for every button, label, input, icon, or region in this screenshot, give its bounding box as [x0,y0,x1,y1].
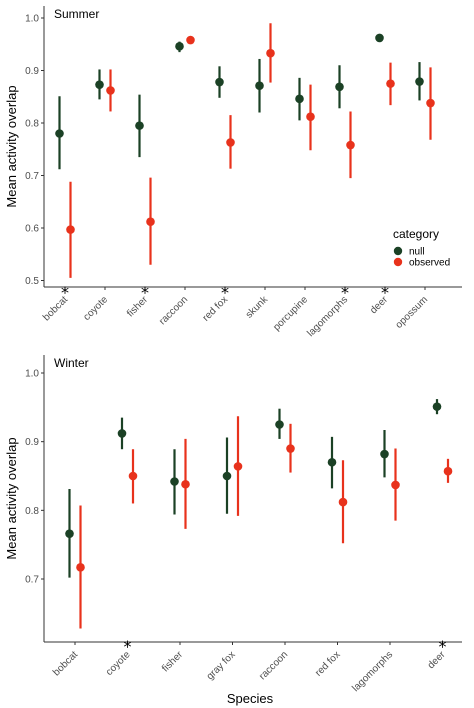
x-tick-label: raccoon [257,649,290,682]
x-tick-label: porcupine [271,294,310,333]
null-point [295,94,304,104]
observed-point [106,86,115,95]
observed-point [233,462,243,471]
null-point [380,449,389,459]
null-point [65,529,74,538]
x-tick-label: opossum [394,294,430,330]
y-axis-title: Mean activity overlap [4,85,19,207]
x-tick-label: bobcat [51,649,80,678]
legend-null-label: null [409,247,425,258]
y-axis-title: Mean activity overlap [4,437,19,559]
significance-star: * [381,283,389,302]
winter-panel: Winter Mean activity overlap 0.7 0.8 0.9 1.0 b… [4,355,462,694]
y-tick-label: 1.0 [25,369,39,380]
observed-point [338,497,348,507]
x-tick-label: coyote [82,294,111,323]
legend-observed-marker [393,257,403,267]
null-point [55,129,64,138]
y-tick-label: 0.5 [25,276,39,287]
null-point [215,77,224,87]
panel-title: Summer [54,7,99,21]
legend: category null observed [393,227,450,269]
legend-title: category [393,227,439,241]
null-point [117,429,127,438]
legend-null-marker [393,246,403,256]
y-tick-label: 0.7 [25,171,39,182]
observed-point [76,563,85,572]
observed-point [391,480,400,490]
observed-point [146,217,155,226]
x-tick-label: skunk [244,294,271,321]
null-point [95,80,104,89]
null-point [135,121,144,130]
y-tick-label: 0.9 [25,437,39,448]
y-tick-label: 0.6 [25,224,39,235]
summer-panel: Summer Mean activity overlap 0.5 0.6 0.7 0.8 0… [4,6,462,339]
null-point [255,81,264,91]
significance-star: * [141,283,149,302]
significance-star: * [124,637,132,656]
observed-point [181,479,190,489]
x-tick-label: raccoon [157,294,190,327]
x-axis-title: Species [227,691,274,706]
null-point [222,471,232,481]
x-tick-label: lagomorphs [350,649,395,694]
null-point [175,42,184,51]
significance-star: * [221,283,229,302]
y-tick-label: 0.8 [25,119,39,130]
observed-point [186,35,195,45]
x-tick-label: red fox [313,649,342,678]
significance-star: * [341,283,349,302]
observed-point [286,444,295,453]
null-point [327,457,337,467]
significance-star: * [439,637,447,656]
y-tick-label: 0.9 [25,66,39,77]
null-point [170,477,179,486]
observed-point [306,112,315,121]
null-point [335,82,344,92]
y-tick-label: 1.0 [25,14,39,25]
x-tick-label: fisher [160,649,186,675]
legend-observed-label: observed [409,258,450,269]
observed-point [128,471,138,481]
null-point [415,77,424,86]
null-point [432,402,442,411]
null-point [275,420,284,429]
observed-point [346,140,355,150]
x-tick-label: gray fox [205,649,238,682]
observed-point [266,48,275,58]
null-point [375,33,384,43]
observed-point [66,225,75,234]
observed-point [226,138,235,147]
y-tick-label: 0.8 [25,506,39,517]
y-tick-label: 0.7 [25,575,39,586]
panel-title: Winter [54,356,89,370]
observed-point [443,466,453,476]
observed-point [426,98,435,108]
observed-point [386,79,395,88]
significance-star: * [61,283,69,302]
